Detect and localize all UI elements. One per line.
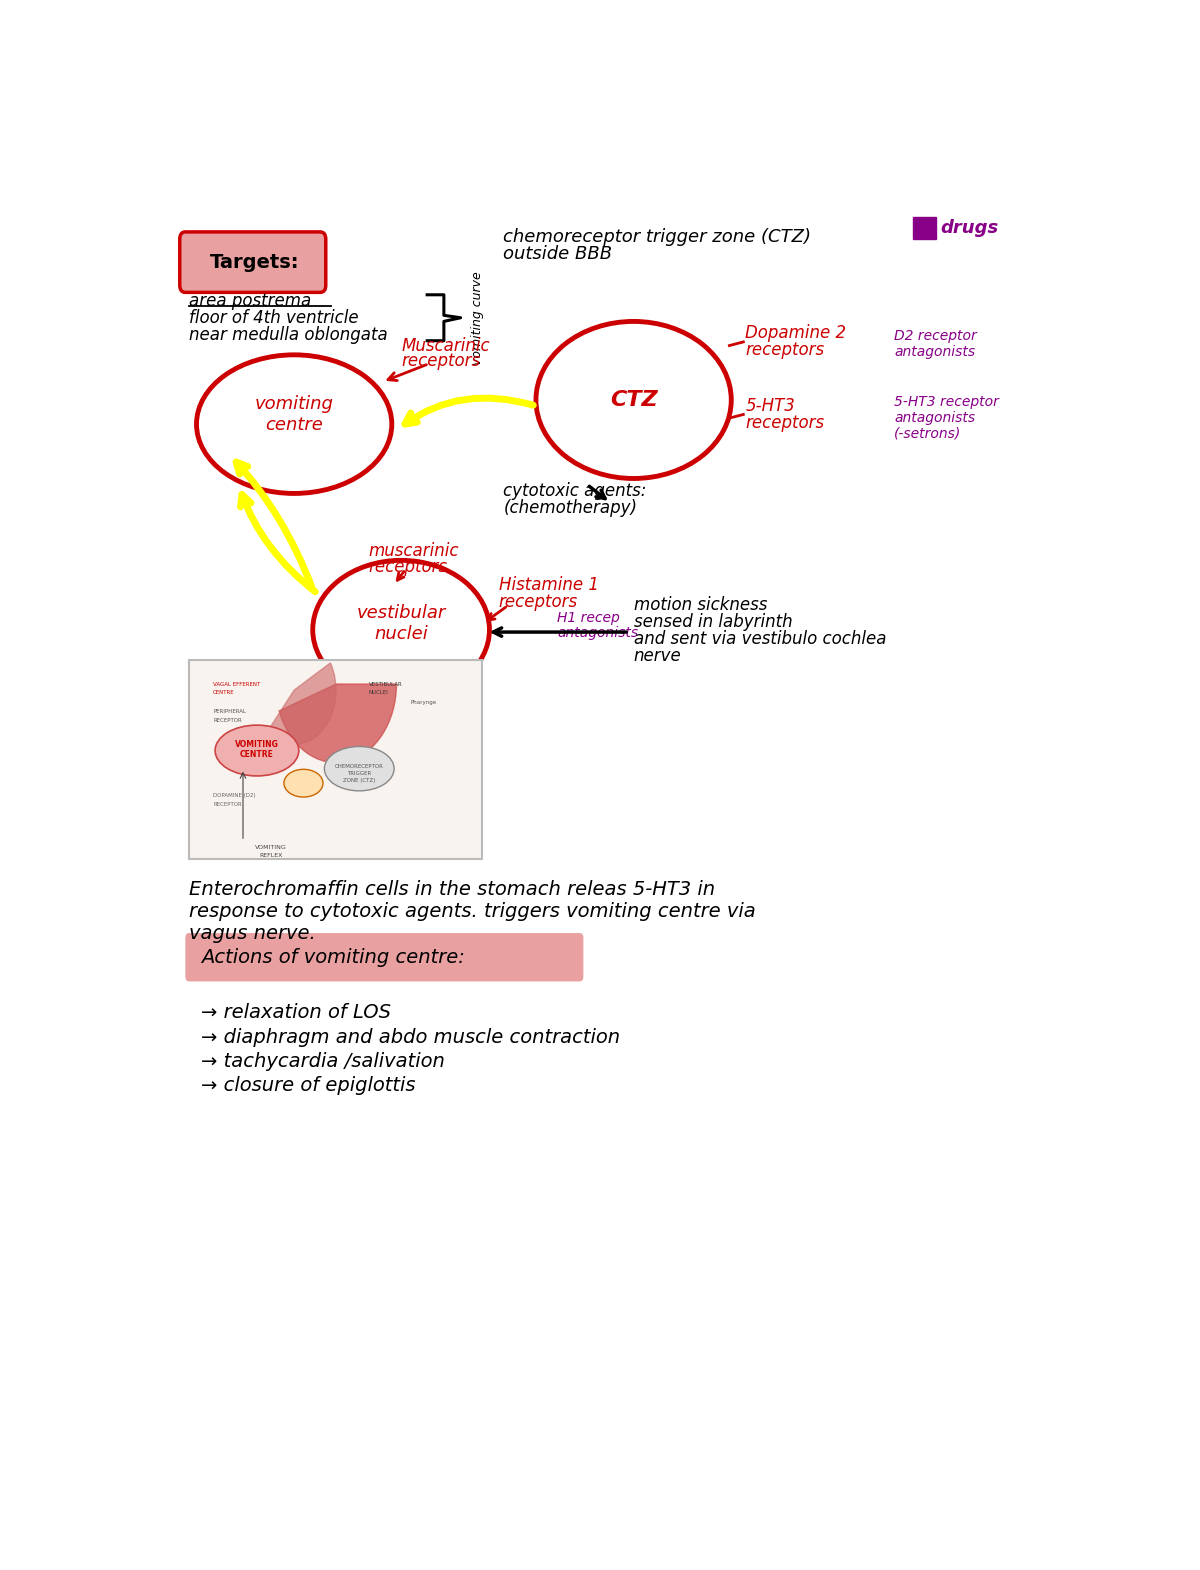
Text: nerve: nerve — [634, 647, 682, 666]
Text: H1 recep: H1 recep — [557, 611, 620, 625]
Text: CHEMORECEPTOR: CHEMORECEPTOR — [335, 763, 384, 769]
Text: receptors: receptors — [401, 352, 480, 371]
Text: 5-HT3: 5-HT3 — [745, 397, 796, 414]
Text: Targets:: Targets: — [210, 253, 299, 272]
Text: area postrema: area postrema — [190, 292, 311, 309]
Text: RECEPTOR: RECEPTOR — [214, 717, 242, 722]
Text: RECEPTOR: RECEPTOR — [214, 802, 242, 807]
Text: cytotoxic agents:: cytotoxic agents: — [504, 482, 647, 499]
Text: muscarinic: muscarinic — [368, 542, 460, 560]
Text: → diaphragm and abdo muscle contraction: → diaphragm and abdo muscle contraction — [202, 1027, 620, 1047]
Text: Actions of vomiting centre:: Actions of vomiting centre: — [202, 948, 466, 967]
Ellipse shape — [324, 746, 394, 791]
Text: receptors: receptors — [745, 341, 824, 360]
Text: VOMITING: VOMITING — [256, 845, 287, 849]
Text: VAGAL EFFERENT: VAGAL EFFERENT — [214, 681, 260, 686]
Text: antagonists: antagonists — [894, 411, 976, 425]
Text: and sent via vestibulo cochlea: and sent via vestibulo cochlea — [634, 630, 886, 648]
Text: Histamine 1: Histamine 1 — [499, 576, 599, 593]
Text: (-setrons): (-setrons) — [894, 427, 961, 441]
Wedge shape — [280, 685, 396, 763]
Text: 5-HT3 receptor: 5-HT3 receptor — [894, 396, 998, 410]
Text: SEROTONIN: SEROTONIN — [289, 779, 318, 785]
Text: vomiting curve: vomiting curve — [470, 272, 484, 364]
Text: Muscarinic: Muscarinic — [401, 336, 490, 355]
Text: motion sickness: motion sickness — [634, 597, 767, 614]
Text: TRIGGER: TRIGGER — [347, 771, 371, 776]
Bar — [912, 217, 936, 239]
Text: PERIPHERAL: PERIPHERAL — [214, 710, 246, 714]
Text: vomiting
centre: vomiting centre — [254, 396, 334, 433]
Wedge shape — [268, 663, 336, 744]
Ellipse shape — [284, 769, 323, 798]
Text: vestibular
nuclei: vestibular nuclei — [356, 604, 445, 644]
Text: VESTIBULAR: VESTIBULAR — [368, 681, 402, 686]
Text: → relaxation of LOS: → relaxation of LOS — [202, 1003, 391, 1022]
Ellipse shape — [215, 725, 299, 776]
Text: ZONE (CTZ): ZONE (CTZ) — [343, 779, 376, 783]
Text: VOMITING: VOMITING — [235, 739, 278, 749]
Text: Pharynge: Pharynge — [410, 700, 437, 705]
Text: receptors: receptors — [368, 557, 448, 576]
Text: response to cytotoxic agents. triggers vomiting centre via: response to cytotoxic agents. triggers v… — [190, 901, 756, 922]
Text: → tachycardia /salivation: → tachycardia /salivation — [202, 1052, 445, 1071]
Text: sensed in labyrinth: sensed in labyrinth — [634, 614, 792, 631]
Text: Dopamine 2: Dopamine 2 — [745, 325, 846, 342]
Text: outside BBB: outside BBB — [504, 245, 612, 262]
Text: vagus nerve.: vagus nerve. — [190, 923, 316, 942]
Text: DOPAMINE (D2): DOPAMINE (D2) — [214, 793, 256, 798]
Text: D2 receptor: D2 receptor — [894, 328, 977, 342]
Text: → closure of epiglottis: → closure of epiglottis — [202, 1075, 415, 1094]
Text: receptors: receptors — [499, 593, 578, 611]
Text: (chemotherapy): (chemotherapy) — [504, 499, 637, 517]
Text: Enterochromaffin cells in the stomach releas 5-HT3 in: Enterochromaffin cells in the stomach re… — [190, 881, 715, 900]
Text: CENTRE: CENTRE — [214, 689, 235, 696]
Text: CENTRE: CENTRE — [240, 749, 274, 758]
Text: drugs: drugs — [941, 220, 998, 237]
Text: floor of 4th ventricle: floor of 4th ventricle — [190, 309, 359, 327]
Text: REFLEX: REFLEX — [259, 853, 282, 859]
Text: NUCLEI: NUCLEI — [368, 689, 389, 696]
Text: antagonists: antagonists — [894, 344, 976, 358]
FancyBboxPatch shape — [185, 933, 583, 981]
Text: near medulla oblongata: near medulla oblongata — [190, 325, 388, 344]
Text: CTZ: CTZ — [610, 389, 658, 410]
FancyBboxPatch shape — [180, 232, 325, 292]
Text: receptors: receptors — [745, 414, 824, 432]
Text: antagonists: antagonists — [557, 626, 638, 641]
Text: chemoreceptor trigger zone (CTZ): chemoreceptor trigger zone (CTZ) — [504, 228, 811, 246]
Bar — [190, 659, 482, 859]
